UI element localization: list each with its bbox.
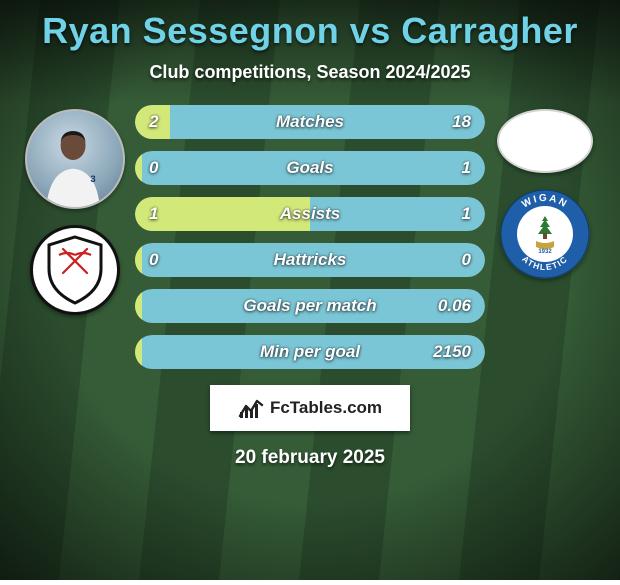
stat-left-value: 0	[149, 250, 158, 270]
stat-label: Assists	[280, 204, 340, 224]
brand-icon	[238, 396, 264, 420]
stat-row: 2 Matches 18	[135, 105, 485, 139]
stat-row: Min per goal 2150	[135, 335, 485, 369]
stat-right-value: 2150	[433, 342, 471, 362]
svg-text:1932: 1932	[538, 249, 552, 255]
stat-left-value: 1	[149, 204, 158, 224]
stat-right-value: 0.06	[438, 296, 471, 316]
page-subtitle: Club competitions, Season 2024/2025	[149, 62, 470, 83]
stat-bar-fill	[135, 151, 142, 185]
stat-row: 0 Hattricks 0	[135, 243, 485, 277]
stat-left-value: 2	[149, 112, 158, 132]
date-text: 20 february 2025	[235, 447, 385, 469]
stat-label: Goals	[286, 158, 333, 178]
brand-text: FcTables.com	[270, 398, 382, 418]
page-title: Ryan Sessegnon vs Carragher	[42, 10, 578, 52]
svg-text:3: 3	[90, 174, 95, 185]
club-left-crest	[30, 225, 120, 315]
content-root: Ryan Sessegnon vs Carragher Club competi…	[0, 0, 620, 580]
stat-right-value: 1	[462, 204, 471, 224]
player-right-avatar	[497, 109, 593, 173]
stat-label: Goals per match	[243, 296, 376, 316]
player-left-avatar: 3	[25, 109, 125, 209]
stat-bar-fill	[135, 335, 142, 369]
stat-bars: 2 Matches 18 0 Goals 1 1 Assists 1 0 Hattricks 0 Goa…	[135, 105, 485, 369]
stat-row: Goals per match 0.06	[135, 289, 485, 323]
stat-right-value: 18	[452, 112, 471, 132]
brand-box: FcTables.com	[210, 385, 410, 431]
stat-bar-fill	[135, 243, 142, 277]
left-column: 3	[15, 105, 135, 315]
stat-label: Hattricks	[274, 250, 347, 270]
club-right-crest: WIGAN ATHLETIC 1932	[500, 189, 590, 279]
stat-label: Min per goal	[260, 342, 360, 362]
comparison-area: 3 2 Matches 18 0 Goals 1 1 Assists 1 0 Hattricks 0 G…	[0, 105, 620, 369]
stat-right-value: 1	[462, 158, 471, 178]
right-column: WIGAN ATHLETIC 1932	[485, 105, 605, 279]
stat-row: 1 Assists 1	[135, 197, 485, 231]
stat-right-value: 0	[462, 250, 471, 270]
stat-row: 0 Goals 1	[135, 151, 485, 185]
stat-bar-fill	[135, 289, 142, 323]
stat-label: Matches	[276, 112, 344, 132]
stat-left-value: 0	[149, 158, 158, 178]
